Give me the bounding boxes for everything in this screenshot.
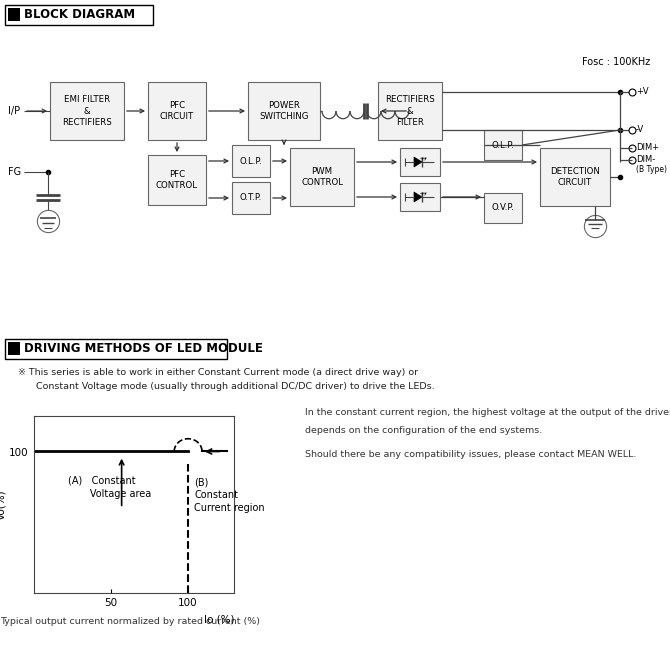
Bar: [148, 82, 206, 140]
Text: DETECTION
CIRCUIT: DETECTION CIRCUIT: [550, 167, 600, 187]
Text: I/P: I/P: [8, 106, 20, 116]
Bar: [400, 183, 440, 211]
Text: O.T.P.: O.T.P.: [240, 194, 262, 203]
Bar: [400, 148, 440, 176]
Bar: [8, 342, 20, 355]
Bar: [248, 82, 320, 140]
Text: RECTIFIERS
&
FILTER: RECTIFIERS & FILTER: [385, 95, 435, 126]
Text: (B Type): (B Type): [636, 166, 667, 175]
Y-axis label: Vo(%): Vo(%): [0, 490, 6, 520]
Text: Fosc : 100KHz: Fosc : 100KHz: [582, 57, 650, 67]
Text: EMI FILTER
&
RECTIFIERS: EMI FILTER & RECTIFIERS: [62, 95, 112, 126]
Text: O.L.P.: O.L.P.: [492, 141, 515, 150]
Text: (B)
Constant
Current region: (B) Constant Current region: [194, 477, 265, 513]
Text: DRIVING METHODS OF LED MODULE: DRIVING METHODS OF LED MODULE: [24, 342, 263, 355]
Text: O.L.P.: O.L.P.: [240, 157, 263, 166]
Bar: [378, 82, 442, 140]
Text: Constant Voltage mode (usually through additional DC/DC driver) to drive the LED: Constant Voltage mode (usually through a…: [18, 382, 435, 391]
Text: PWM
CONTROL: PWM CONTROL: [301, 167, 343, 187]
Text: Should there be any compatibility issues, please contact MEAN WELL.: Should there be any compatibility issues…: [305, 450, 636, 459]
Bar: [290, 148, 354, 206]
Bar: [232, 182, 270, 214]
Bar: [5, 5, 153, 25]
Bar: [484, 130, 522, 160]
Bar: [232, 145, 270, 177]
Text: Io (%): Io (%): [204, 615, 234, 625]
Text: PFC
CIRCUIT: PFC CIRCUIT: [160, 101, 194, 121]
Text: In the constant current region, the highest voltage at the output of the driver: In the constant current region, the high…: [305, 408, 670, 417]
Text: BLOCK DIAGRAM: BLOCK DIAGRAM: [24, 8, 135, 21]
Bar: [8, 8, 20, 21]
Polygon shape: [414, 192, 422, 202]
Text: DIM+: DIM+: [636, 143, 659, 152]
Bar: [50, 82, 124, 140]
Text: -V: -V: [636, 126, 645, 135]
Text: FG: FG: [8, 167, 21, 177]
Bar: [5, 339, 227, 359]
Bar: [148, 155, 206, 205]
Bar: [484, 193, 522, 223]
Text: +V: +V: [636, 88, 649, 97]
Text: Typical output current normalized by rated current (%): Typical output current normalized by rat…: [0, 617, 260, 626]
Text: depends on the configuration of the end systems.: depends on the configuration of the end …: [305, 426, 542, 435]
Text: ※ This series is able to work in either Constant Current mode (a direct drive wa: ※ This series is able to work in either …: [18, 368, 418, 377]
Bar: [540, 148, 610, 206]
Text: DIM-: DIM-: [636, 155, 655, 164]
Polygon shape: [414, 157, 422, 167]
Text: (A)   Constant
       Voltage area: (A) Constant Voltage area: [68, 475, 151, 499]
Text: POWER
SWITCHING: POWER SWITCHING: [259, 101, 309, 121]
Text: O.V.P.: O.V.P.: [492, 204, 515, 212]
Text: PFC
CONTROL: PFC CONTROL: [156, 170, 198, 190]
